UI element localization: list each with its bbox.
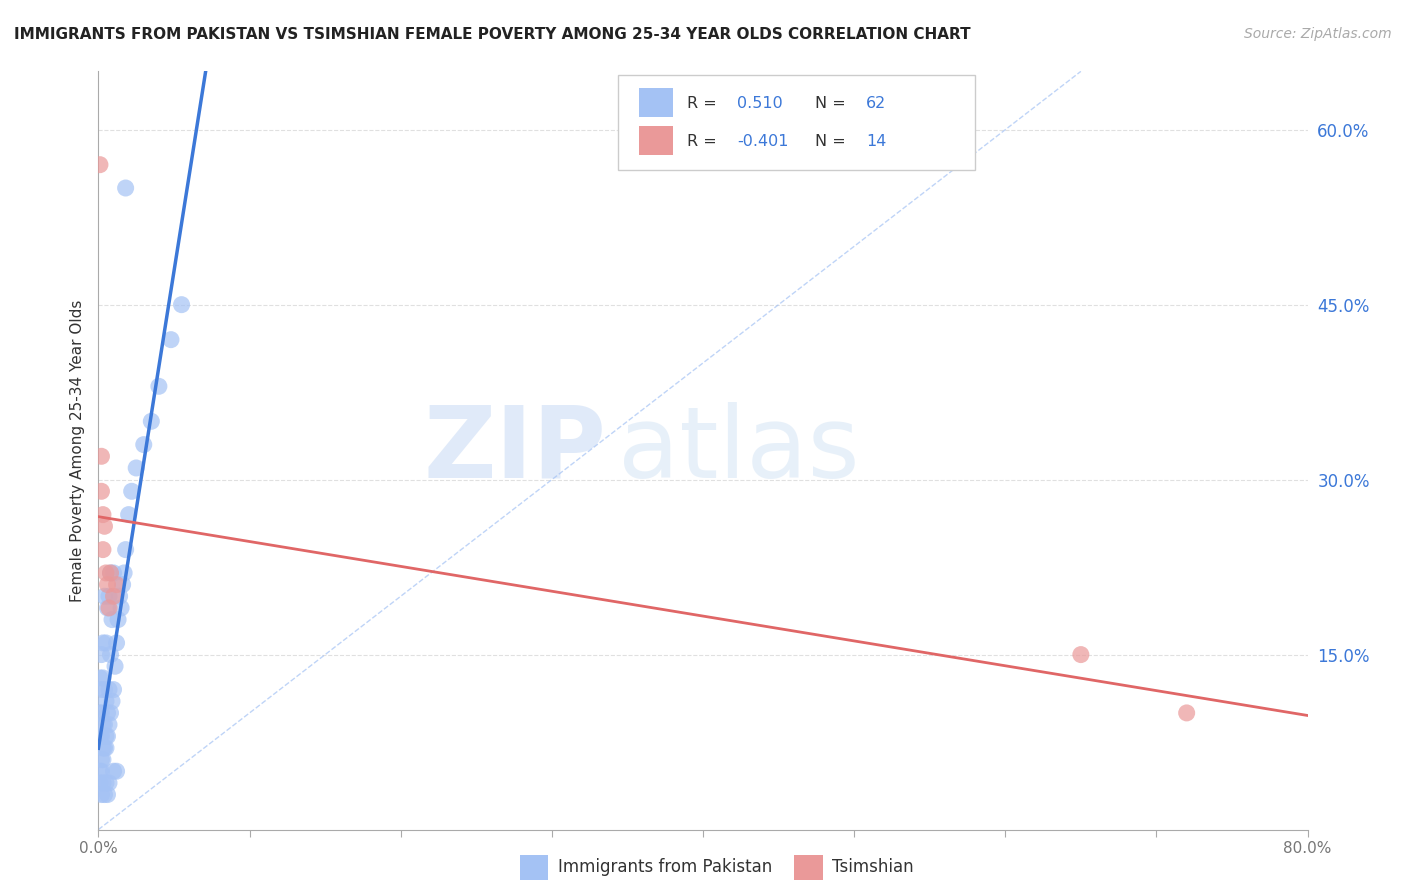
Point (94, 776, 117, 790)
Point (105, 764, 128, 779)
Point (93, 740, 115, 755)
Point (1175, 706, 1198, 720)
Point (89, 764, 111, 779)
Text: N =: N = (815, 95, 851, 111)
Point (89, 706, 111, 720)
Text: ZIP: ZIP (423, 402, 606, 499)
Point (112, 566, 135, 580)
Text: R =: R = (688, 95, 723, 111)
Point (90, 450, 112, 464)
Text: Immigrants from Pakistan: Immigrants from Pakistan (558, 858, 772, 876)
Point (90, 682, 112, 697)
Point (114, 542, 136, 557)
Text: Tsimshian: Tsimshian (832, 858, 914, 876)
Point (89, 729, 111, 743)
Point (101, 613, 124, 627)
Y-axis label: Female Poverty Among 25-34 Year Olds: Female Poverty Among 25-34 Year Olds (69, 300, 84, 601)
Text: R =: R = (688, 134, 723, 149)
Point (90, 764, 112, 779)
Point (93, 717, 115, 731)
Point (94, 729, 117, 743)
Point (93, 519, 115, 533)
Point (160, 333, 183, 347)
Point (91, 753, 114, 767)
Text: Source: ZipAtlas.com: Source: ZipAtlas.com (1244, 27, 1392, 41)
Point (94, 636, 117, 650)
Point (104, 659, 127, 673)
Point (93, 589, 115, 603)
Point (107, 613, 129, 627)
Text: 14: 14 (866, 134, 887, 149)
Point (118, 508, 141, 522)
FancyBboxPatch shape (619, 75, 976, 170)
Point (91, 636, 114, 650)
Point (91, 740, 114, 755)
FancyBboxPatch shape (638, 88, 673, 117)
Point (98, 717, 121, 731)
Point (108, 589, 131, 603)
Point (98, 776, 121, 790)
Point (93, 682, 115, 697)
Point (132, 437, 155, 451)
Text: 0.510: 0.510 (737, 95, 783, 111)
Point (93, 788, 115, 802)
Point (110, 601, 132, 615)
Point (96, 788, 118, 802)
Point (103, 682, 125, 697)
Point (103, 764, 125, 779)
Point (98, 601, 121, 615)
Point (91, 717, 114, 731)
Point (170, 298, 193, 312)
Point (89, 776, 111, 790)
Point (100, 566, 122, 580)
Point (94, 566, 117, 580)
Point (90, 706, 112, 720)
Point (94, 694, 117, 708)
Point (96, 601, 118, 615)
Point (103, 589, 125, 603)
Text: atlas: atlas (619, 402, 860, 499)
Point (100, 706, 122, 720)
Point (100, 648, 122, 662)
Point (89, 158, 111, 172)
Text: IMMIGRANTS FROM PAKISTAN VS TSIMSHIAN FEMALE POVERTY AMONG 25-34 YEAR OLDS CORRE: IMMIGRANTS FROM PAKISTAN VS TSIMSHIAN FE… (14, 27, 970, 42)
Point (114, 181, 136, 195)
Point (90, 753, 112, 767)
Point (90, 648, 112, 662)
Point (91, 776, 114, 790)
Point (90, 484, 112, 499)
Point (94, 740, 117, 755)
Point (98, 589, 121, 603)
Point (1070, 648, 1092, 662)
Point (91, 542, 114, 557)
Point (98, 682, 121, 697)
Text: -0.401: -0.401 (737, 134, 789, 149)
Point (148, 379, 170, 393)
Point (125, 461, 148, 475)
Point (89, 671, 111, 685)
Point (105, 577, 128, 591)
Text: N =: N = (815, 134, 851, 149)
Point (90, 788, 112, 802)
Point (91, 508, 114, 522)
Point (96, 706, 118, 720)
Point (90, 729, 112, 743)
Point (111, 577, 134, 591)
Point (103, 566, 125, 580)
FancyBboxPatch shape (638, 126, 673, 155)
Point (101, 694, 124, 708)
Point (100, 566, 122, 580)
Point (96, 577, 118, 591)
Text: 62: 62 (866, 95, 887, 111)
Point (91, 671, 114, 685)
Point (121, 484, 143, 499)
Point (105, 636, 128, 650)
Point (96, 729, 118, 743)
Point (141, 414, 163, 428)
